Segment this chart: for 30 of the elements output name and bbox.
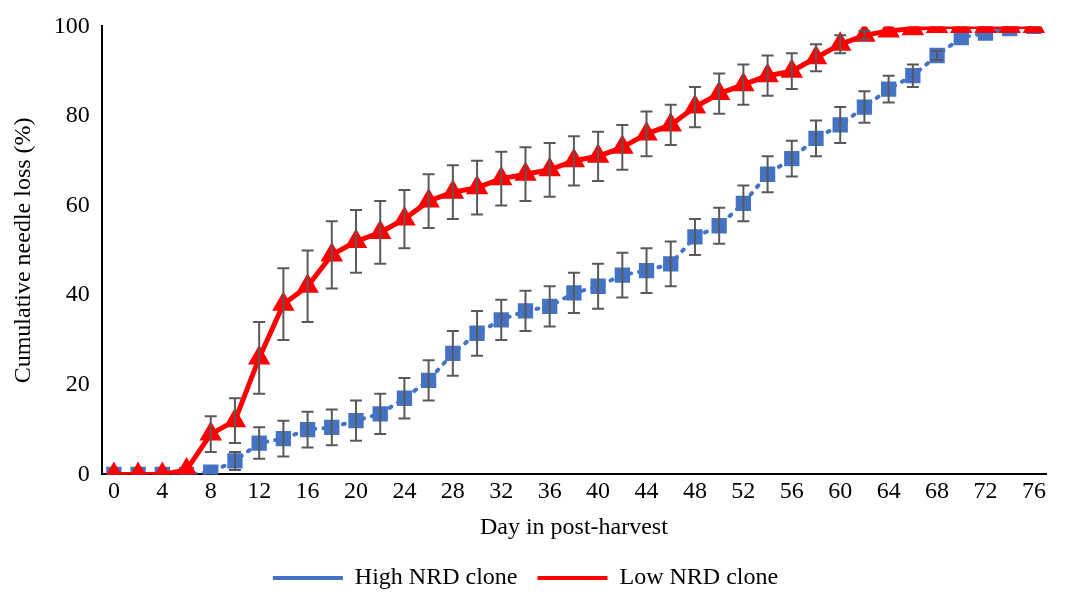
x-tick-label: 68 [925,477,950,504]
y-tick-label: 20 [65,370,90,397]
x-tick-label: 44 [634,477,659,504]
legend-label: High NRD clone [354,563,518,590]
x-tick-label: 40 [586,477,611,504]
x-tick-label: 0 [107,477,120,504]
x-tick-label: 72 [973,477,998,504]
x-tick-label: 4 [156,477,169,504]
x-tick-label: 48 [682,477,707,504]
x-tick-label: 64 [876,477,901,504]
x-tick-label: 36 [537,477,562,504]
y-tick-label: 40 [65,280,90,307]
x-tick-label: 8 [204,477,217,504]
x-axis-title: Day in post-harvest [479,512,669,539]
y-tick-label: 0 [77,459,90,486]
x-tick-label: 52 [731,477,756,504]
y-tick-label: 80 [65,101,90,128]
x-tick-label: 76 [1021,477,1046,504]
y-axis-title: Cumulative needle loss (%) [8,117,35,384]
x-tick-label: 28 [440,477,465,504]
x-tick-label: 12 [247,477,272,504]
x-tick-label: 32 [489,477,514,504]
x-tick-label: 20 [344,477,369,504]
x-tick-label: 24 [392,477,417,504]
x-tick-label: 16 [295,477,320,504]
legend-label: Low NRD clone [619,563,779,590]
x-tick-label: 60 [828,477,853,504]
y-tick-label: 60 [65,190,90,217]
y-tick-label: 100 [53,11,90,38]
x-tick-label: 56 [779,477,804,504]
